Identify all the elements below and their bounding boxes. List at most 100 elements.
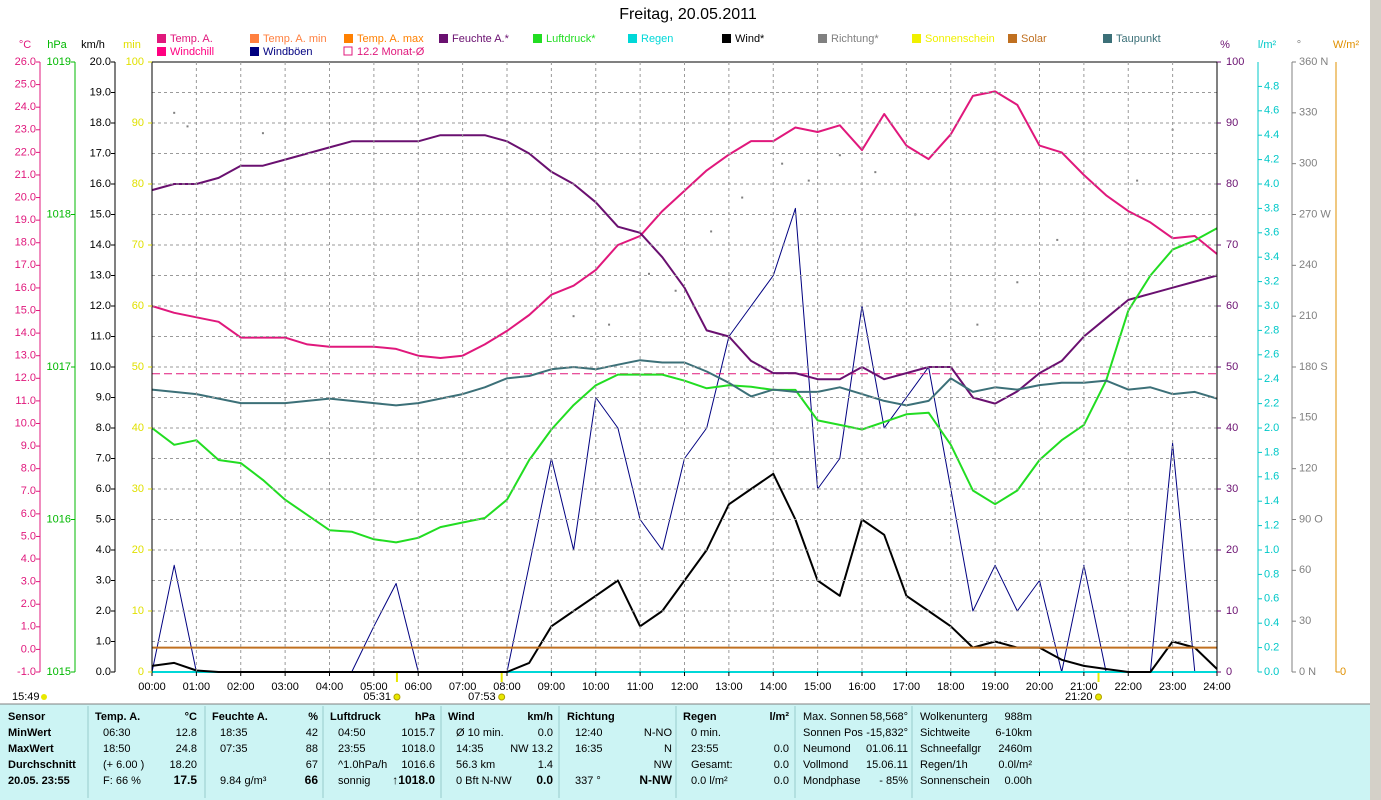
x-tick-label: 11:00	[627, 681, 654, 693]
y-tick-label: 7.0	[21, 485, 36, 497]
table-cell: Wolkenunterg	[920, 711, 988, 723]
scrollbar[interactable]	[1370, 0, 1381, 800]
table-cell: 66	[305, 773, 319, 787]
y-tick-label: 20	[1226, 544, 1238, 556]
y-tick-label: 60	[1226, 300, 1238, 312]
table-cell: N-NW	[639, 773, 672, 787]
y-tick-label: 16.0	[90, 178, 111, 190]
y-tick-label: 3.8	[1264, 202, 1279, 214]
x-tick-label: 13:00	[715, 681, 743, 693]
y-tick-label: 10	[1226, 605, 1238, 617]
axis-unit: l/m²	[1258, 39, 1277, 51]
table-cell: 0 min.	[691, 727, 721, 739]
table-cell: 15.06.11	[866, 759, 908, 771]
table-header-unit: °C	[185, 711, 197, 723]
direction-dot	[781, 162, 784, 165]
y-tick-label: 6.0	[96, 483, 111, 495]
y-tick-label: 20.0	[15, 191, 36, 203]
table-cell: 0.0	[774, 743, 789, 755]
legend-label: Temp. A. max	[357, 33, 424, 45]
stats-panel	[0, 704, 1370, 800]
y-tick-label: 13.0	[15, 350, 36, 362]
legend-marker	[1008, 34, 1017, 43]
x-tick-label: 21:00	[1070, 681, 1098, 693]
y-tick-label: 40	[132, 422, 144, 434]
y-tick-label: 50	[132, 361, 144, 373]
table-cell: 18:35	[220, 727, 248, 739]
y-tick-label: 100	[126, 56, 144, 68]
table-cell: 67	[306, 759, 318, 771]
y-tick-label: 210	[1299, 310, 1317, 322]
table-cell: 18.20	[169, 759, 197, 771]
y-tick-label: 1.6	[1264, 471, 1279, 483]
table-cell: 14:35	[456, 743, 484, 755]
y-tick-label: 0	[1226, 666, 1232, 678]
chart-title: Freitag, 20.05.2011	[619, 6, 757, 23]
table-cell: 17.5	[174, 773, 198, 787]
y-tick-label: 1019	[47, 56, 71, 68]
x-tick-label: 17:00	[893, 681, 921, 693]
y-tick-label: 10.0	[15, 417, 36, 429]
direction-dot	[741, 196, 744, 199]
y-tick-label: 120	[1299, 463, 1317, 475]
axis-unit: °	[1297, 39, 1301, 51]
y-tick-label: 150	[1299, 412, 1317, 424]
y-tick-label: 8.0	[21, 463, 36, 475]
table-cell: 12:40	[575, 727, 603, 739]
axis-unit: min	[123, 39, 141, 51]
y-tick-label: 13.0	[90, 269, 111, 281]
table-cell: Sichtweite	[920, 727, 970, 739]
table-cell: 1018.0	[401, 743, 435, 755]
y-tick-label: 3.4	[1264, 251, 1279, 263]
table-cell: Sonnenschein	[920, 775, 990, 787]
y-tick-label: 1.0	[96, 635, 111, 647]
table-cell: Regen/1h	[920, 759, 968, 771]
legend-label: Feuchte A.*	[452, 33, 510, 45]
table-header: Temp. A.	[95, 711, 140, 723]
direction-dot	[874, 171, 877, 174]
y-tick-label: 9.0	[21, 440, 36, 452]
table-cell: 0.0 l/m²	[691, 775, 728, 787]
y-tick-label: 0 N	[1299, 666, 1316, 678]
x-tick-label: 23:00	[1159, 681, 1187, 693]
y-tick-label: 90 O	[1299, 513, 1323, 525]
table-cell: Mondphase	[803, 775, 861, 787]
table-cell: ↑1018.0	[392, 773, 435, 787]
table-cell: sonnig	[338, 775, 370, 787]
direction-dot	[710, 230, 713, 233]
y-tick-label: 3.0	[1264, 300, 1279, 312]
y-tick-label: 2.0	[21, 598, 36, 610]
y-tick-label: 15.0	[15, 304, 36, 316]
y-tick-label: 18.0	[15, 237, 36, 249]
table-cell: Ø 10 min.	[456, 727, 504, 739]
table-cell: 04:50	[338, 727, 366, 739]
legend-label: Taupunkt	[1116, 33, 1161, 45]
legend-marker	[439, 34, 448, 43]
legend-marker	[628, 34, 637, 43]
annotation-icon	[393, 693, 401, 701]
annotation-label: 21:20	[1065, 691, 1093, 703]
y-tick-label: 19.0	[90, 86, 111, 98]
table-cell: 16:35	[575, 743, 603, 755]
y-tick-label: 90	[132, 117, 144, 129]
annotation-icon	[498, 693, 506, 701]
x-tick-label: 08:00	[493, 681, 521, 693]
y-tick-label: 4.6	[1264, 105, 1279, 117]
table-cell: Schneefallgr	[920, 743, 981, 755]
direction-dot	[1016, 281, 1019, 284]
y-tick-label: 11.0	[90, 330, 111, 342]
y-tick-label: 360 N	[1299, 56, 1328, 68]
y-tick-label: 17.0	[15, 259, 36, 271]
table-cell: 1015.7	[401, 727, 435, 739]
direction-dot	[648, 272, 650, 275]
table-cell: MinWert	[8, 727, 52, 739]
legend-label: Windböen	[263, 46, 313, 58]
direction-dot	[807, 179, 810, 182]
y-tick-label: 25.0	[15, 78, 36, 90]
y-tick-label: 8.0	[96, 422, 111, 434]
table-header-unit: hPa	[415, 711, 436, 723]
legend-marker	[533, 34, 542, 43]
table-cell: 24.8	[176, 743, 197, 755]
legend-label: 12.2 Monat-Ø	[357, 46, 425, 58]
y-tick-label: 4.8	[1264, 80, 1279, 92]
